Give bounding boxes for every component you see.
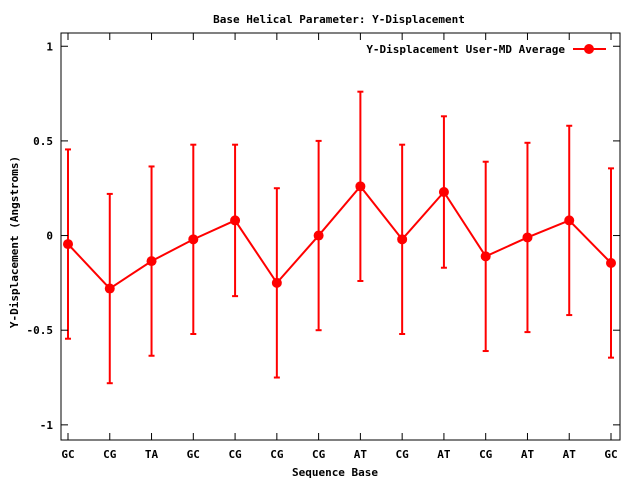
plot-frame bbox=[60, 32, 621, 441]
x-tick-label: TA bbox=[145, 448, 159, 461]
x-tick-label: CG bbox=[270, 448, 284, 461]
chart-title: Base Helical Parameter: Y-Displacement bbox=[213, 13, 465, 26]
y-tick-label: -1 bbox=[40, 419, 54, 432]
data-point bbox=[104, 283, 115, 294]
x-tick-label: CG bbox=[479, 448, 493, 461]
legend: Y-Displacement User-MD Average bbox=[366, 43, 606, 56]
x-tick-label: CG bbox=[228, 448, 242, 461]
x-tick-label: AT bbox=[563, 448, 577, 461]
x-tick-label: AT bbox=[437, 448, 451, 461]
data-point bbox=[313, 230, 324, 241]
x-tick-label: CG bbox=[312, 448, 326, 461]
data-point bbox=[438, 187, 449, 198]
data-point bbox=[63, 239, 73, 250]
data-point bbox=[564, 215, 575, 226]
data-point bbox=[355, 181, 366, 192]
legend-label: Y-Displacement User-MD Average bbox=[366, 43, 565, 56]
x-tick-label: GC bbox=[604, 448, 617, 461]
data-point bbox=[230, 215, 241, 226]
y-tick-label: 0.5 bbox=[33, 135, 53, 148]
data-point bbox=[522, 232, 533, 243]
data-point bbox=[480, 251, 491, 262]
y-tick-label: 0 bbox=[46, 230, 53, 243]
legend-marker-sample bbox=[584, 44, 594, 54]
x-tick-label: CG bbox=[103, 448, 117, 461]
y-axis-label: Y-Displacement (Angstroms) bbox=[8, 156, 21, 328]
y-tick-label: 1 bbox=[46, 40, 53, 53]
data-point bbox=[188, 234, 199, 245]
data-point bbox=[606, 258, 616, 269]
data-point bbox=[397, 234, 408, 245]
x-axis-label: Sequence Base bbox=[292, 466, 378, 479]
x-tick-label: AT bbox=[521, 448, 535, 461]
x-tick-label: GC bbox=[187, 448, 200, 461]
y-tick-label: -0.5 bbox=[27, 324, 54, 337]
data-point bbox=[146, 256, 157, 267]
x-tick-label: AT bbox=[354, 448, 368, 461]
data-point bbox=[271, 277, 282, 288]
x-tick-label: GC bbox=[61, 448, 74, 461]
series-line bbox=[67, 184, 612, 290]
x-tick-label: CG bbox=[396, 448, 410, 461]
